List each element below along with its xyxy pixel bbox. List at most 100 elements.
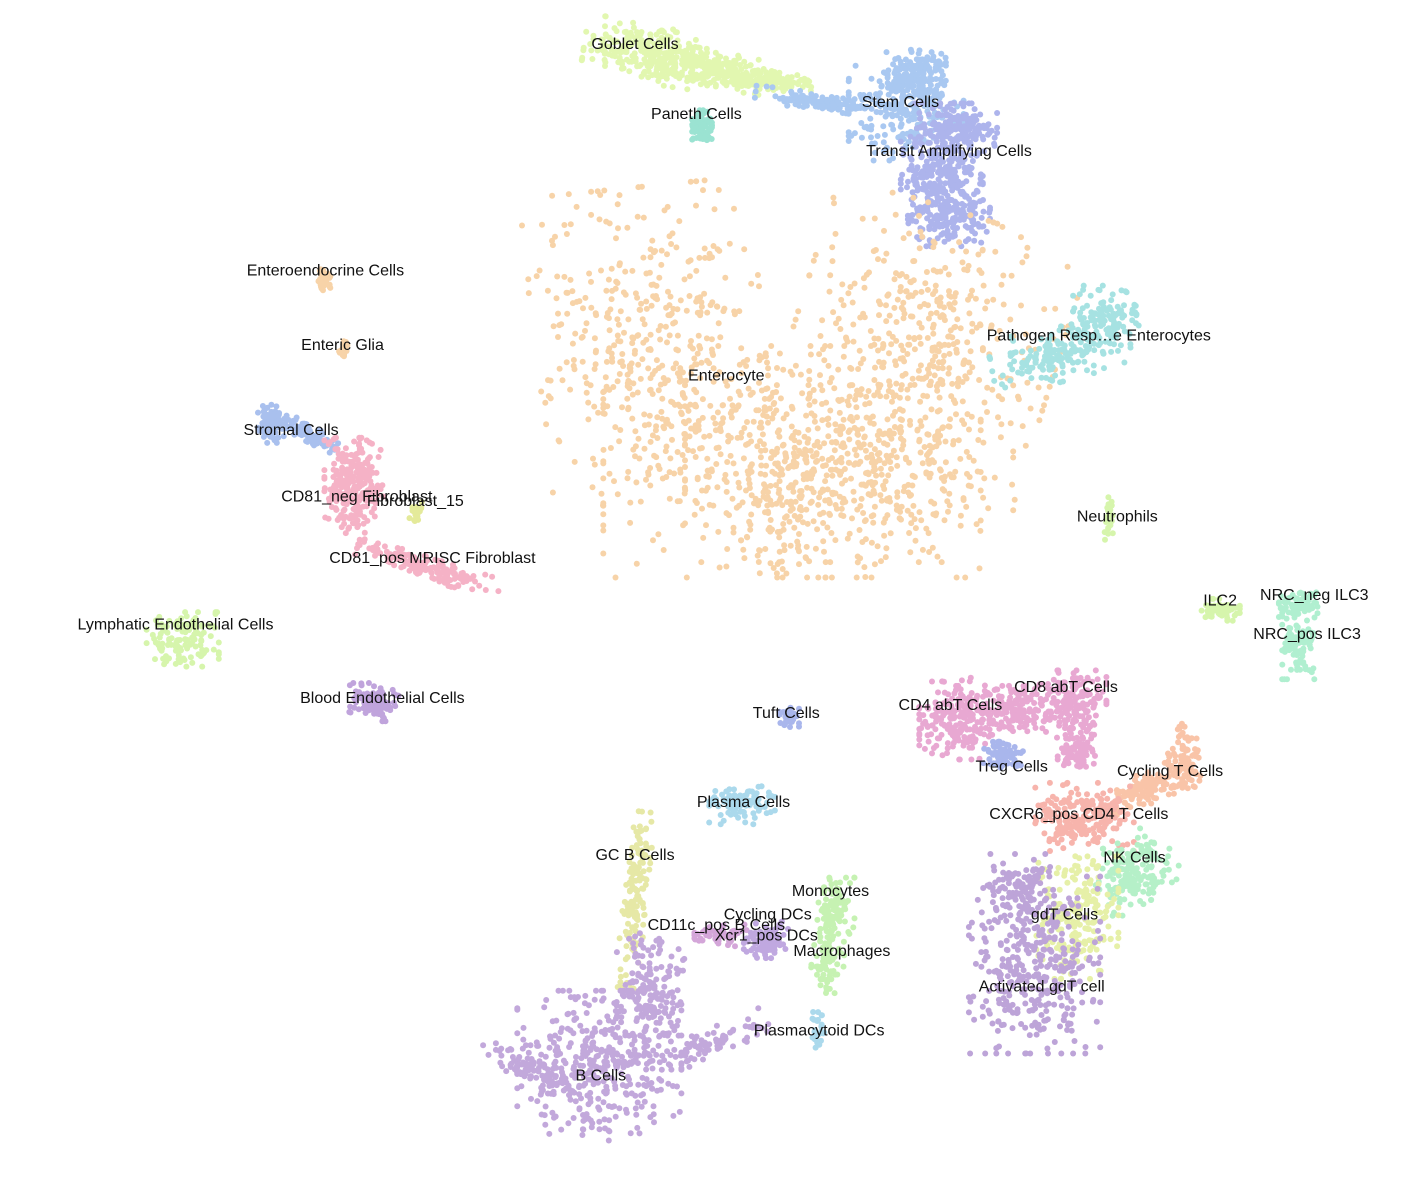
cell-point: [744, 356, 751, 363]
cell-point: [942, 438, 949, 445]
cell-point: [779, 566, 786, 572]
cell-point: [616, 438, 623, 445]
cell-point: [780, 415, 787, 422]
cell-point: [928, 95, 935, 102]
cell-point: [723, 488, 730, 495]
cell-point: [1038, 374, 1045, 381]
cell-point: [750, 418, 757, 425]
cell-point: [195, 609, 201, 616]
cell-point: [977, 427, 984, 434]
cell-point: [590, 455, 596, 462]
cell-point: [744, 534, 751, 541]
cell-point: [868, 343, 874, 349]
cell-point: [952, 125, 959, 131]
cell-point: [664, 203, 671, 210]
cell-point: [892, 211, 899, 218]
cell-point: [1108, 348, 1115, 355]
cell-point: [336, 480, 343, 487]
cell-point: [936, 59, 943, 66]
cell-point: [911, 346, 918, 353]
cell-point: [570, 357, 577, 363]
cell-point: [780, 366, 787, 373]
cell-point: [666, 495, 673, 502]
cell-point: [1231, 612, 1238, 619]
cell-point: [1039, 407, 1046, 414]
cell-point: [917, 340, 924, 347]
cell-point: [790, 458, 797, 465]
cell-point: [693, 267, 700, 274]
cell-point: [846, 427, 853, 434]
cell-point: [685, 417, 692, 424]
cell-point: [980, 208, 987, 215]
cell-point: [877, 90, 883, 97]
cell-point: [926, 449, 933, 456]
cell-point: [918, 375, 925, 382]
cell-point: [660, 82, 667, 89]
cell-point: [654, 435, 661, 441]
cell-point: [949, 187, 956, 194]
cell-point: [1299, 652, 1306, 659]
cell-point: [682, 403, 688, 410]
cell-point: [832, 438, 839, 445]
cell-point: [482, 571, 489, 578]
cell-point: [600, 511, 607, 518]
cell-point: [991, 377, 998, 384]
cell-point: [747, 526, 754, 533]
cell-point: [822, 574, 829, 581]
cell-point: [600, 475, 607, 482]
cell-point: [633, 479, 640, 486]
cell-point: [980, 494, 987, 501]
cell-point: [955, 383, 961, 390]
cell-point: [872, 149, 878, 156]
cell-point: [874, 133, 881, 139]
cell-point: [963, 248, 970, 255]
cell-point: [927, 82, 934, 89]
cell-point: [953, 411, 959, 418]
cell-point: [627, 499, 634, 506]
cell-point: [794, 72, 801, 79]
cell-point: [905, 341, 912, 348]
cell-point: [741, 555, 748, 562]
cell-point: [829, 491, 836, 498]
cell-point: [868, 451, 875, 458]
cell-point: [884, 292, 891, 299]
cell-point: [645, 421, 652, 428]
cell-point: [693, 500, 700, 506]
cell-point: [641, 411, 648, 418]
cell-point: [769, 84, 776, 91]
cell-point: [937, 432, 944, 439]
cell-point: [355, 474, 362, 481]
cell-point: [942, 459, 949, 466]
cell-point: [922, 95, 929, 102]
cell-point: [428, 569, 435, 576]
cell-point: [967, 483, 974, 490]
cell-point: [960, 211, 967, 217]
cell-point: [658, 261, 665, 268]
cell-point: [635, 435, 642, 442]
cell-point: [949, 380, 956, 387]
cell-point: [614, 201, 621, 208]
cell-point: [946, 208, 953, 214]
cell-point: [918, 288, 925, 295]
cell-point: [543, 421, 550, 428]
cell-point: [580, 44, 587, 51]
cell-point: [881, 227, 887, 234]
cell-point: [854, 431, 861, 438]
cell-point: [759, 76, 766, 83]
cell-point: [1057, 358, 1064, 365]
cell-point: [1009, 366, 1016, 373]
cell-point: [695, 332, 702, 339]
cell-point: [899, 91, 906, 98]
cell-point: [653, 31, 660, 38]
cell-point: [792, 479, 799, 486]
cell-point: [773, 482, 779, 489]
cell-point: [658, 247, 665, 254]
cell-point: [858, 134, 865, 141]
cell-point: [849, 515, 855, 522]
cell-point: [580, 305, 586, 312]
cell-point: [647, 465, 654, 471]
cell-point: [871, 215, 878, 222]
cell-point: [647, 331, 654, 338]
cell-point: [565, 191, 572, 198]
cell-point: [842, 477, 849, 484]
